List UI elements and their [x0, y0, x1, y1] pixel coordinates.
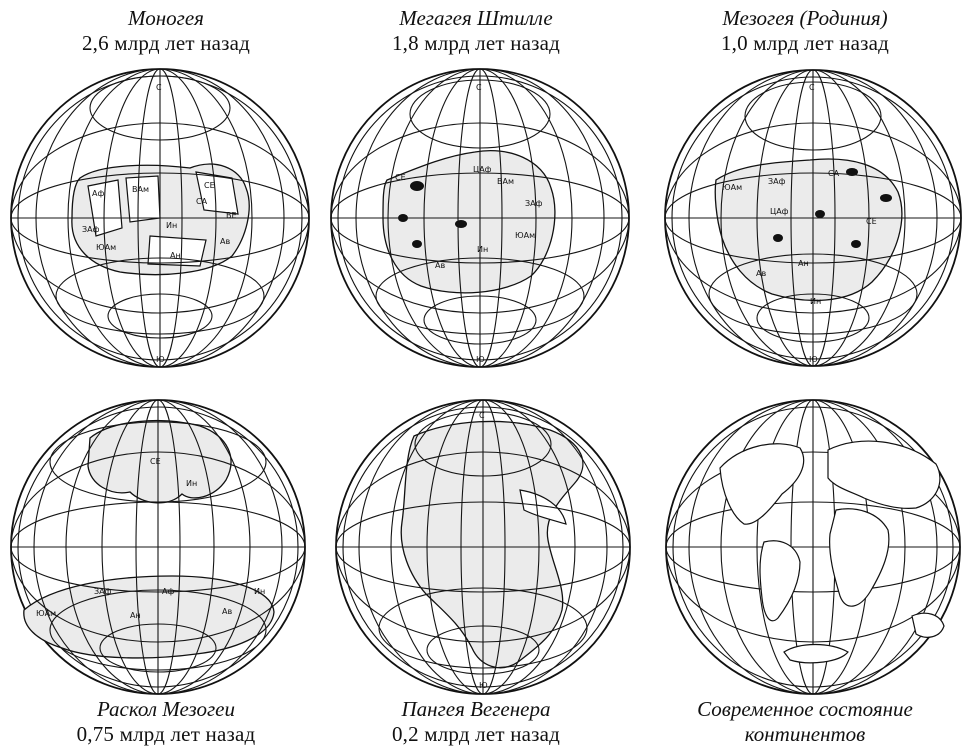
pole-label-north: С [476, 83, 482, 92]
pole-label-south: Ю [479, 681, 488, 690]
pole-label-north: С [156, 83, 162, 92]
region-label: Ав [220, 237, 230, 246]
region-label: ЦАф [770, 207, 789, 216]
panel-subtitle: 2,6 млрд лет назад [81, 31, 251, 55]
grid-lines [335, 399, 631, 695]
caption-megagea: Мегагея Штилле 1,8 млрд лет назад [326, 6, 626, 56]
region-label: ЗАф [768, 177, 786, 186]
antarctica [783, 643, 849, 664]
panel-title: Пангея Вегенера [401, 697, 551, 721]
grid-lines [10, 399, 306, 695]
region-label: ЗАф [525, 199, 543, 208]
continent-block [87, 179, 123, 237]
panel-title: Мегагея Штилле [399, 6, 553, 30]
globe-mesogea: С Ю ЮАм ЗАф СА ЦАф СЕ Ан Ин Ав [664, 69, 962, 367]
region-label: Аф [92, 189, 104, 198]
grid-lines [10, 68, 310, 368]
region-label: Ин [254, 587, 265, 596]
region-label: СА [828, 169, 840, 178]
globe-mesogea-split: СЕ Ин ЗАф Аф ЮАм Ан Ав Ин [10, 399, 306, 695]
grid-lines [664, 69, 962, 367]
pole-label-north: С [809, 83, 815, 92]
globe-pangea: С Ю [335, 399, 631, 695]
north-america [719, 443, 805, 525]
globe-monogea: С Ю Аф ВАм СЕ ЗАф Ин Ан ЮАм Ав ВЕ СА [10, 68, 310, 368]
grid-lines [330, 68, 630, 368]
region-label: Ин [166, 221, 177, 230]
panel-subtitle: 0,75 млрд лет назад [76, 722, 256, 746]
panel-title: Моногея [128, 6, 204, 30]
region-label: Ан [798, 259, 809, 268]
panel-subtitle: 1,0 млрд лет назад [720, 31, 890, 55]
region-label: ЮАм [96, 243, 116, 252]
tethys-gulf [519, 489, 567, 525]
region-label: ВАм [132, 185, 149, 194]
region-label: Аф [162, 587, 174, 596]
shield-mark [410, 181, 424, 191]
continent-block [125, 175, 161, 223]
region-label: СЕ [395, 173, 406, 182]
panel-subtitle: 0,2 млрд лет назад [391, 722, 561, 746]
shield-mark [773, 234, 783, 242]
caption-present: Современное состояние континентов [655, 697, 955, 747]
caption-mesogea: Мезогея (Родиния) 1,0 млрд лет назад [655, 6, 955, 56]
shield-mark [880, 194, 892, 202]
shield-mark [455, 220, 467, 228]
caption-pangea: Пангея Вегенера 0,2 млрд лет назад [326, 697, 626, 747]
caption-mesogea-split: Раскол Мезогеи 0,75 млрд лет назад [16, 697, 316, 747]
shield-mark [851, 240, 861, 248]
south-america [759, 540, 801, 622]
region-label: Ан [170, 251, 181, 260]
region-label: ЗАф [82, 225, 100, 234]
region-label: СА [196, 197, 208, 206]
region-label: Ав [756, 269, 766, 278]
africa [829, 508, 890, 607]
region-label: Ин [810, 297, 821, 306]
region-label: СЕ [150, 457, 161, 466]
supercontinent-shape [714, 158, 903, 302]
region-label: ЮАм [722, 183, 742, 192]
region-label: Ав [222, 607, 232, 616]
region-label: Ин [186, 479, 197, 488]
region-label: Ав [435, 261, 445, 270]
region-label: ЮАм [36, 609, 56, 618]
region-label: СЕ [866, 217, 877, 226]
region-label: Ан [130, 611, 141, 620]
pole-label-south: Ю [156, 355, 165, 364]
pole-label-north: С [479, 411, 485, 420]
shield-mark [815, 210, 825, 218]
panel-title: Раскол Мезогеи [97, 697, 235, 721]
continent-block [195, 171, 239, 215]
eurasia [827, 440, 941, 509]
region-label: ВЕ [226, 211, 237, 220]
panel-subtitle: континентов [744, 722, 866, 746]
region-label: СЕ [204, 181, 215, 190]
supercontinent-shape [382, 150, 556, 294]
caption-monogea: Моногея 2,6 млрд лет назад [16, 6, 316, 56]
pole-label-south: Ю [476, 355, 485, 364]
region-label: Ин [477, 245, 488, 254]
panel-title: Мезогея (Родиния) [722, 6, 888, 30]
globe-megagea: С Ю СЕ ЦАф ЗАф ЮАм Ав Ин ВАм [330, 68, 630, 368]
region-label: ВАм [497, 177, 514, 186]
australia [911, 612, 945, 638]
globe-present [665, 399, 961, 695]
region-label: ЮАм [515, 231, 535, 240]
panel-subtitle: 1,8 млрд лет назад [391, 31, 561, 55]
region-label: ЦАф [473, 165, 492, 174]
shield-mark [412, 240, 422, 248]
panel-title: Современное состояние [697, 697, 913, 721]
region-label: ЗАф [94, 587, 112, 596]
pole-label-south: Ю [809, 355, 818, 364]
